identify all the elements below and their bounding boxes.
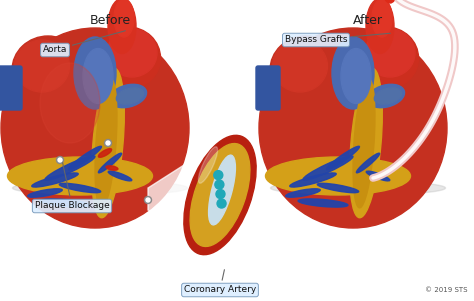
Circle shape bbox=[216, 190, 225, 199]
Ellipse shape bbox=[290, 173, 336, 187]
Ellipse shape bbox=[116, 88, 144, 104]
Ellipse shape bbox=[106, 166, 118, 170]
Ellipse shape bbox=[327, 146, 359, 170]
Ellipse shape bbox=[372, 0, 392, 37]
Circle shape bbox=[215, 180, 224, 189]
Ellipse shape bbox=[15, 40, 70, 92]
Ellipse shape bbox=[317, 183, 359, 193]
Text: Before: Before bbox=[90, 14, 130, 27]
Ellipse shape bbox=[353, 78, 375, 208]
Ellipse shape bbox=[271, 181, 446, 195]
Ellipse shape bbox=[107, 29, 157, 77]
Ellipse shape bbox=[184, 135, 256, 255]
Ellipse shape bbox=[40, 199, 90, 207]
Ellipse shape bbox=[8, 157, 153, 195]
Ellipse shape bbox=[384, 0, 396, 3]
Text: Plaque Blockage: Plaque Blockage bbox=[35, 163, 109, 210]
Ellipse shape bbox=[28, 189, 62, 197]
Ellipse shape bbox=[350, 68, 383, 218]
Ellipse shape bbox=[356, 153, 380, 173]
FancyBboxPatch shape bbox=[256, 66, 280, 110]
Ellipse shape bbox=[1, 28, 189, 228]
Ellipse shape bbox=[365, 29, 415, 77]
Ellipse shape bbox=[74, 37, 116, 109]
Ellipse shape bbox=[190, 144, 250, 247]
Ellipse shape bbox=[265, 157, 410, 195]
Circle shape bbox=[56, 157, 64, 163]
Ellipse shape bbox=[366, 0, 394, 54]
Ellipse shape bbox=[108, 171, 132, 181]
Ellipse shape bbox=[59, 183, 100, 193]
Ellipse shape bbox=[374, 88, 401, 104]
Ellipse shape bbox=[108, 0, 136, 54]
Ellipse shape bbox=[367, 84, 405, 108]
Text: © 2019 STS: © 2019 STS bbox=[426, 287, 468, 293]
Ellipse shape bbox=[199, 147, 218, 183]
Ellipse shape bbox=[270, 36, 342, 104]
Ellipse shape bbox=[259, 28, 447, 228]
Ellipse shape bbox=[40, 63, 100, 143]
Ellipse shape bbox=[273, 40, 328, 92]
Ellipse shape bbox=[209, 155, 236, 225]
Ellipse shape bbox=[303, 156, 353, 180]
FancyBboxPatch shape bbox=[0, 66, 22, 110]
Ellipse shape bbox=[341, 48, 371, 104]
Ellipse shape bbox=[95, 27, 161, 89]
Ellipse shape bbox=[83, 48, 113, 104]
Circle shape bbox=[58, 158, 62, 162]
Polygon shape bbox=[148, 158, 210, 250]
Text: Aorta: Aorta bbox=[43, 31, 125, 54]
Ellipse shape bbox=[332, 37, 374, 109]
Circle shape bbox=[214, 171, 223, 180]
Circle shape bbox=[106, 141, 110, 145]
Ellipse shape bbox=[286, 189, 320, 197]
Ellipse shape bbox=[32, 173, 78, 187]
Ellipse shape bbox=[99, 153, 122, 173]
Ellipse shape bbox=[366, 171, 390, 181]
Circle shape bbox=[146, 198, 150, 202]
Ellipse shape bbox=[109, 84, 146, 108]
Text: Coronary Artery: Coronary Artery bbox=[184, 270, 256, 294]
Circle shape bbox=[145, 197, 152, 203]
Ellipse shape bbox=[114, 0, 134, 37]
Circle shape bbox=[217, 199, 226, 208]
Ellipse shape bbox=[298, 199, 348, 207]
Ellipse shape bbox=[91, 68, 124, 218]
Ellipse shape bbox=[95, 78, 117, 208]
Ellipse shape bbox=[12, 181, 188, 195]
Text: After: After bbox=[353, 14, 383, 27]
Ellipse shape bbox=[45, 156, 95, 180]
Ellipse shape bbox=[12, 36, 84, 104]
Circle shape bbox=[104, 139, 111, 147]
Ellipse shape bbox=[354, 27, 419, 89]
Ellipse shape bbox=[69, 146, 101, 170]
Ellipse shape bbox=[99, 149, 111, 157]
Text: Bypass Grafts: Bypass Grafts bbox=[285, 33, 390, 45]
